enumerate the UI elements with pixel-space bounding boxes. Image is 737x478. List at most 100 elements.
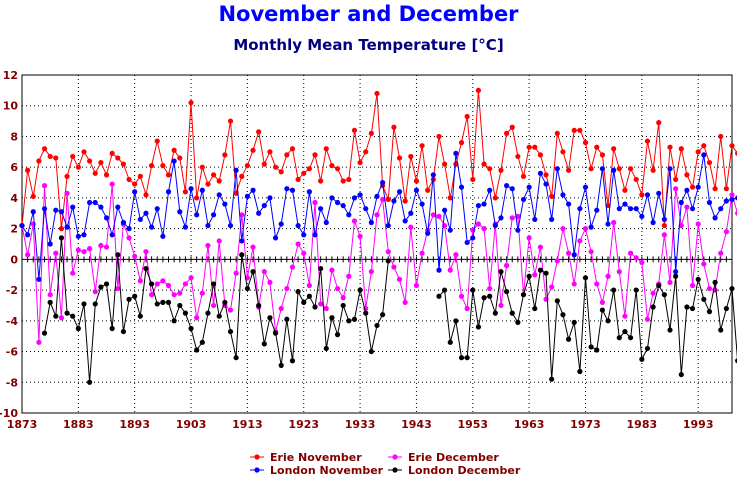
data-point [565,201,572,207]
data-point [340,202,346,209]
data-point [115,155,121,161]
data-point [498,302,504,309]
data-point [267,279,273,286]
data-point [718,250,724,256]
data-point [137,173,143,179]
data-point [132,293,138,299]
data-point [374,322,380,329]
data-point [87,246,93,252]
data-point [340,302,346,309]
data-point [537,152,544,158]
data-point [430,212,436,218]
data-point [425,187,431,193]
data-point [351,195,358,201]
data-point [611,146,617,152]
data-point [368,130,374,136]
data-point [560,149,566,155]
legend-label: Erie November [270,451,362,464]
grid [22,75,732,413]
data-point [498,269,504,275]
data-point [701,152,707,158]
data-point [526,235,532,241]
data-point [689,206,696,212]
data-point [712,186,718,192]
data-point [458,293,465,299]
data-point [256,129,262,135]
data-point [565,336,572,342]
data-point [571,127,577,133]
data-point [492,222,498,229]
data-point [582,226,589,232]
data-point [492,310,498,316]
y-tick-label: -2 [6,284,18,297]
data-point [75,164,81,170]
data-point [346,212,352,218]
data-point [447,267,453,273]
data-point [357,233,363,239]
data-point [75,233,81,239]
data-point [594,347,600,353]
data-point [380,312,386,318]
x-tick-label: 1983 [627,418,658,431]
data-point [582,140,589,146]
data-point [210,212,217,218]
data-point [520,196,527,203]
data-point [723,198,729,204]
data-point [47,241,53,247]
data-point [132,189,138,195]
data-point [256,302,262,309]
data-point [706,159,713,166]
data-point [701,143,707,149]
data-point [363,206,369,212]
data-point [143,192,149,198]
data-point [374,193,380,199]
data-point [250,147,256,153]
data-point [267,149,273,155]
data-point [30,209,36,215]
y-tick-label: 10 [3,100,19,113]
data-point [656,120,662,126]
data-point [498,215,504,221]
plot-frame [21,74,733,414]
data-point [712,215,718,221]
data-point [278,221,284,227]
data-point [543,172,549,178]
data-point [436,293,442,299]
data-point [504,289,510,295]
data-point [205,242,211,249]
legend: Erie November Erie December London Novembe… [250,451,521,477]
data-point [120,161,127,167]
data-point [233,355,239,361]
data-point [481,226,487,232]
data-point [464,113,470,120]
data-point [199,164,205,170]
axes: -10 -8 -6 -4 -2 0 2 4 6 8 10 12 1873 1883 1893 1903 1913… [0,69,733,431]
data-point [53,207,59,213]
data-point [644,316,651,322]
data-point [712,279,718,286]
data-point [284,285,290,292]
data-point [182,310,189,316]
legend-item: London November [250,464,384,477]
data-point [611,219,617,226]
data-point [368,269,374,275]
data-point [250,269,256,275]
data-point [729,192,735,198]
data-point [402,218,408,224]
data-point [154,206,160,212]
data-point [577,127,583,133]
data-point [25,167,31,173]
data-point [244,193,250,199]
data-point [374,90,380,97]
data-point [464,355,470,361]
data-point [346,273,352,279]
data-point [64,224,70,230]
data-point [87,199,93,206]
series-london-december [41,235,737,385]
data-point [729,196,735,203]
data-point [351,316,358,322]
data-point [678,199,684,206]
data-point [210,281,217,287]
data-point [509,186,515,192]
data-point [380,179,386,186]
